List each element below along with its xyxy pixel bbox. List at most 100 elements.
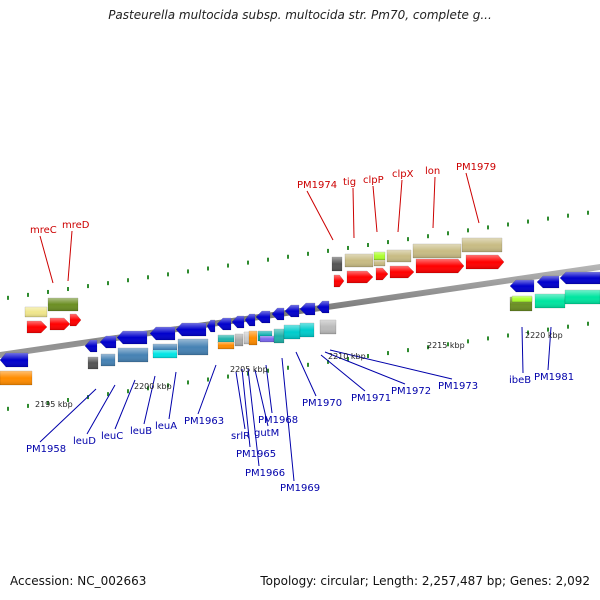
gene-label-reverse: PM1963: [184, 416, 224, 427]
gene-feature: [231, 315, 245, 329]
gene-label-forward: clpX: [392, 169, 414, 180]
gene-feature: [333, 274, 345, 288]
gene-feature: [244, 313, 256, 327]
gene-label-reverse: PM1958: [26, 444, 66, 455]
leader-line: [143, 375, 156, 425]
gene-feature: [564, 289, 600, 305]
gene-label-forward: mreD: [62, 220, 90, 231]
gene-feature: [26, 320, 48, 334]
gene-features: [0, 237, 600, 386]
leader-line: [320, 354, 366, 392]
leader-line: [241, 368, 251, 448]
gene-label-reverse: PM1970: [302, 398, 342, 409]
gene-feature: [116, 330, 148, 345]
leader-line: [168, 371, 177, 420]
leader-line: [329, 349, 453, 380]
gene-label-forward: PM1974: [297, 180, 337, 191]
gene-feature: [316, 300, 330, 314]
leader-line: [86, 384, 116, 435]
gene-label-reverse: leuB: [130, 426, 152, 437]
leader-line: [521, 326, 524, 374]
leader-line: [39, 388, 97, 443]
gene-feature: [49, 317, 71, 331]
leader-line: [235, 371, 246, 430]
scale-tick-label: 2205 kbp: [230, 365, 268, 374]
gene-label-reverse: leuA: [155, 421, 177, 432]
gene-feature: [87, 356, 99, 370]
gene-label-reverse: PM1966: [245, 468, 285, 479]
scale-tick-label: 2195 kbp: [35, 400, 73, 409]
gene-feature: [152, 349, 178, 359]
gene-label-reverse: srlR: [231, 431, 250, 442]
gene-feature: [234, 333, 244, 347]
gene-feature: [283, 324, 301, 340]
leader-line: [281, 357, 295, 482]
gene-label-reverse: PM1973: [438, 381, 478, 392]
leader-line: [547, 326, 552, 371]
leader-line: [324, 351, 406, 385]
leader-line: [254, 369, 269, 427]
gene-feature: [511, 295, 533, 303]
scale-ticks: 2195 kbp 2200 kbp 2205 kbp 2210 kbp 2215 kbp…: [35, 331, 563, 409]
gene-feature: [217, 341, 235, 350]
leader-line: [67, 230, 73, 282]
gene-feature: [559, 271, 600, 285]
gene-feature: [412, 243, 462, 259]
scale-tick-label: 2215 kbp: [427, 341, 465, 350]
gene-feature: [415, 258, 465, 274]
gene-feature: [375, 267, 389, 281]
gene-feature: [534, 293, 566, 309]
gene-label-forward: mreC: [30, 225, 57, 236]
leader-line: [265, 364, 273, 414]
gene-feature: [177, 338, 209, 356]
scale-tick-label: 2220 kbp: [525, 331, 563, 340]
gene-feature: [217, 334, 235, 344]
map-title: Pasteurella multocida subsp. multocida s…: [108, 8, 492, 22]
gene-feature: [259, 335, 275, 343]
leader-line: [39, 235, 54, 284]
gene-feature: [319, 319, 337, 335]
genome-summary-text: Topology: circular; Length: 2,257,487 bp…: [260, 574, 590, 588]
leader-line: [432, 176, 436, 229]
scale-tick-label: 2210 kbp: [328, 352, 366, 361]
gene-feature: [149, 326, 176, 341]
gene-feature: [24, 306, 48, 318]
gene-feature: [373, 251, 386, 261]
gene-label-reverse: leuC: [101, 431, 123, 442]
gene-feature: [47, 297, 79, 312]
leader-line: [114, 379, 136, 430]
gene-label-reverse: PM1969: [280, 483, 320, 494]
gene-feature: [299, 302, 316, 316]
gene-label-reverse: leuD: [73, 436, 96, 447]
gene-feature: [206, 319, 216, 333]
gene-feature: [284, 304, 300, 318]
gene-feature: [461, 237, 503, 253]
leader-line: [197, 364, 217, 415]
gene-feature: [271, 307, 285, 321]
gene-feature: [509, 279, 535, 293]
genome-backbone: [0, 264, 600, 358]
gene-feature: [117, 347, 149, 363]
gene-feature: [344, 253, 374, 268]
gene-feature: [346, 270, 374, 284]
gene-label-reverse: PM1965: [236, 449, 276, 460]
gene-feature: [255, 310, 271, 324]
leader-line: [465, 172, 480, 224]
gene-label-reverse: ibeB: [509, 375, 531, 386]
gene-label-reverse: PM1981: [534, 372, 574, 383]
gene-label-reverse: PM1968: [258, 415, 298, 426]
gene-label-reverse: PM1972: [391, 386, 431, 397]
gene-feature: [216, 317, 232, 331]
gene-feature: [0, 370, 33, 386]
gene-feature: [373, 259, 386, 267]
leader-line: [372, 185, 378, 233]
gene-label-forward: lon: [425, 166, 440, 177]
leader-line: [397, 179, 403, 233]
gene-label-reverse: gutM: [254, 428, 279, 439]
gene-label-reverse: PM1971: [351, 393, 391, 404]
gene-feature: [299, 322, 315, 338]
label-leader-lines: [39, 172, 552, 482]
gene-feature: [389, 265, 415, 279]
gene-labels: mreC mreD PM1974 tig clpP clpX lon PM1979 PM1958…: [26, 162, 574, 494]
gene-feature: [99, 335, 117, 349]
